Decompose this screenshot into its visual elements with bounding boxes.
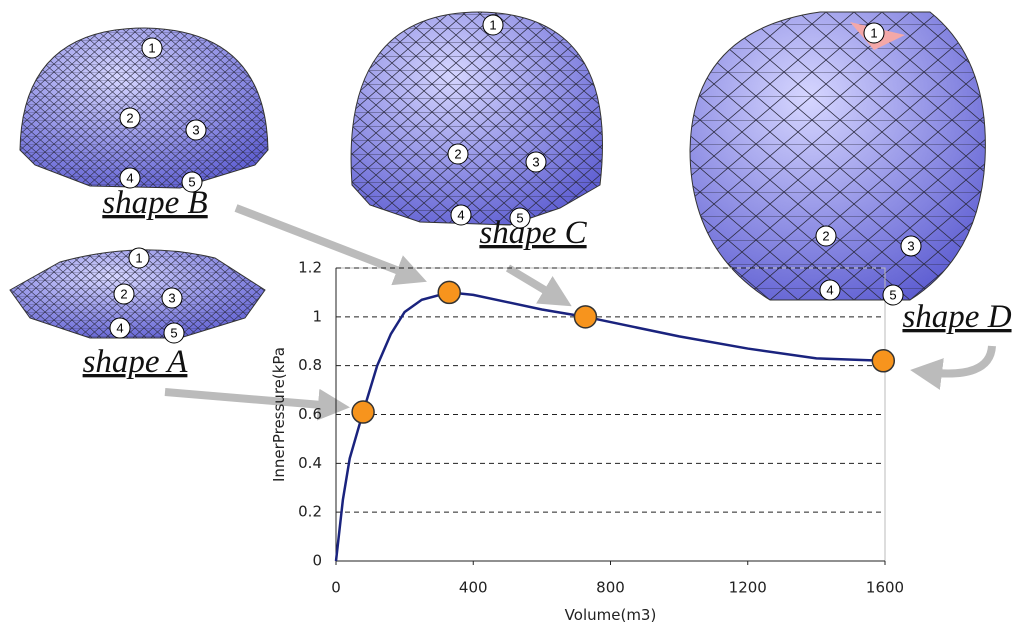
number-label: 1: [489, 17, 496, 32]
y-tick-label: 0.4: [298, 454, 322, 472]
y-axis-label: InnerPressure(kPa: [270, 347, 288, 482]
shape-c-mesh: [351, 12, 602, 225]
line: [336, 292, 883, 561]
number-label: 4: [126, 170, 133, 185]
y-tick-label: 1: [312, 307, 322, 325]
shape-label: shape D: [902, 299, 1011, 335]
figure: 0 0.2 0.4 0.6 0.8 1 1.2 0 400 800 1200 1600 Volume(m…: [0, 0, 1021, 628]
marker: [438, 281, 460, 303]
number-label: 2: [126, 110, 133, 125]
x-tick-label: 1600: [866, 579, 904, 597]
x-tick-label: 400: [459, 579, 488, 597]
x-tick-label: 0: [331, 579, 341, 597]
number-label: 2: [822, 228, 829, 243]
number-label: 3: [168, 290, 175, 305]
number-label: 4: [457, 207, 464, 222]
x-tick-label: 1200: [729, 579, 767, 597]
x-axis-label: Volume(m3): [565, 606, 657, 624]
number-label: 1: [870, 25, 877, 40]
number-label: 4: [826, 282, 833, 297]
number-label: 5: [889, 287, 896, 302]
marker: [574, 306, 596, 328]
number-label: 1: [148, 40, 155, 55]
number-label: 3: [532, 154, 539, 169]
x-tick-label: 800: [596, 579, 625, 597]
y-tick-label: 0: [312, 552, 322, 570]
number-label: 3: [192, 122, 199, 137]
number-label: 2: [120, 286, 127, 301]
number-label: 4: [116, 320, 123, 335]
number-label: 5: [170, 325, 177, 340]
shape-label: shape A: [83, 344, 189, 380]
number-label: 3: [907, 238, 914, 253]
number-label: 2: [454, 146, 461, 161]
shape-d-mesh: [690, 12, 985, 300]
number-label: 1: [135, 250, 142, 265]
y-tick-label: 0.6: [298, 405, 322, 423]
y-tick-label: 0.2: [298, 503, 322, 521]
y-tick-label: 1.2: [298, 259, 322, 277]
marker: [872, 350, 894, 372]
number-label: 5: [188, 174, 195, 189]
number-label: 5: [516, 210, 523, 225]
shape-label: shape C: [479, 215, 587, 251]
y-tick-label: 0.8: [298, 356, 322, 374]
marker: [352, 401, 374, 423]
